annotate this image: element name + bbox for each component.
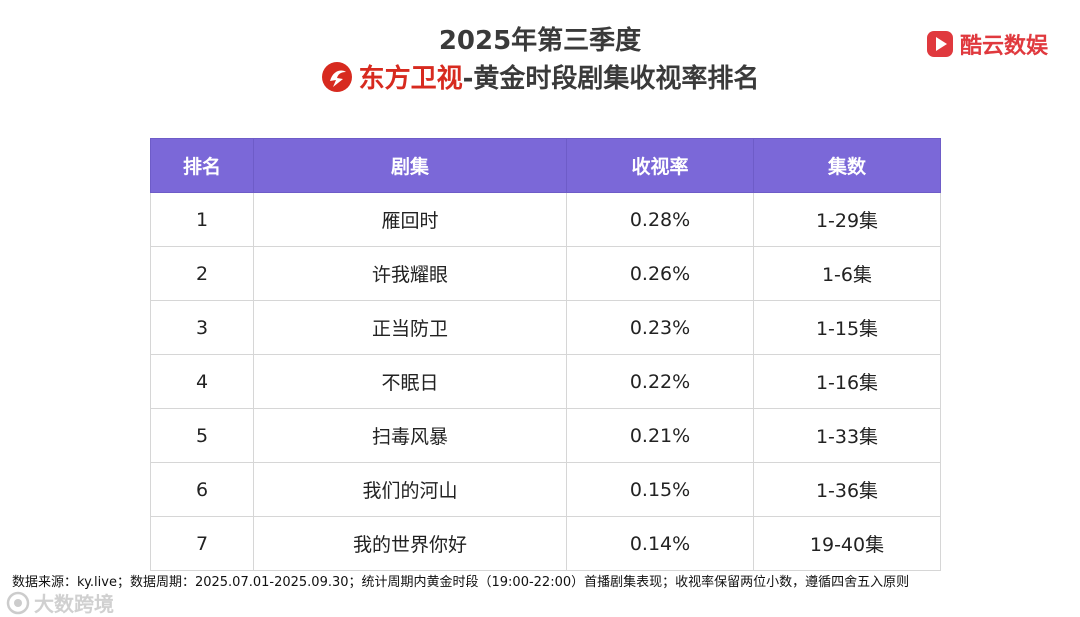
rating-cell: 0.22% — [566, 354, 754, 409]
episodes-cell: 1-36集 — [753, 462, 941, 517]
rating-cell: 0.14% — [566, 516, 754, 571]
episodes-cell: 1-33集 — [753, 408, 941, 463]
rank-cell: 2 — [150, 246, 254, 301]
drama-cell: 正当防卫 — [253, 300, 567, 355]
column-header-drama: 剧集 — [253, 138, 567, 193]
rank-cell: 7 — [150, 516, 254, 571]
page-subtitle: 东方卫视 -黄金时段剧集收视率排名 — [0, 58, 1080, 95]
table-row: 5 扫毒风暴 0.21% 1-33集 — [150, 408, 941, 463]
rank-cell: 3 — [150, 300, 254, 355]
source-note: 数据来源：ky.live；数据周期：2025.07.01-2025.09.30；… — [12, 575, 910, 590]
subtitle-text: -黄金时段剧集收视率排名 — [462, 64, 760, 94]
rating-cell: 0.28% — [566, 192, 754, 247]
column-header-rating: 收视率 — [566, 138, 754, 193]
table-row: 6 我们的河山 0.15% 1-36集 — [150, 462, 941, 517]
column-header-episodes: 集数 — [753, 138, 941, 193]
ranking-table: 排名 剧集 收视率 集数 1 雁回时 0.28% 1-29集 2 许我耀眼 0.… — [150, 138, 941, 571]
table-row: 4 不眠日 0.22% 1-16集 — [150, 354, 941, 409]
drama-cell: 雁回时 — [253, 192, 567, 247]
watermark-logo-icon — [6, 591, 30, 614]
kuyun-logo: 酷云数娱 — [926, 28, 1048, 60]
rating-cell: 0.23% — [566, 300, 754, 355]
episodes-cell: 1-15集 — [753, 300, 941, 355]
kuyun-logo-text: 酷云数娱 — [959, 34, 1048, 59]
watermark: 大数跨境 — [6, 588, 114, 617]
table-row: 3 正当防卫 0.23% 1-15集 — [150, 300, 941, 355]
drama-cell: 我的世界你好 — [253, 516, 567, 571]
dragon-tv-logo-icon — [321, 61, 352, 92]
table-row: 1 雁回时 0.28% 1-29集 — [150, 192, 941, 247]
rank-cell: 5 — [150, 408, 254, 463]
drama-cell: 扫毒风暴 — [253, 408, 567, 463]
watermark-text: 大数跨境 — [34, 592, 114, 616]
episodes-cell: 1-6集 — [753, 246, 941, 301]
rating-cell: 0.21% — [566, 408, 754, 463]
table-row: 7 我的世界你好 0.14% 19-40集 — [150, 516, 941, 571]
drama-cell: 许我耀眼 — [253, 246, 567, 301]
brand-name: 东方卫视 — [358, 64, 463, 94]
episodes-cell: 19-40集 — [753, 516, 941, 571]
page-title: 2025年第三季度 — [438, 26, 642, 56]
play-logo-icon — [926, 31, 953, 57]
rating-cell: 0.26% — [566, 246, 754, 301]
rating-cell: 0.15% — [566, 462, 754, 517]
episodes-cell: 1-29集 — [753, 192, 941, 247]
rank-cell: 4 — [150, 354, 254, 409]
drama-cell: 我们的河山 — [253, 462, 567, 517]
column-header-rank: 排名 — [150, 138, 254, 193]
rank-cell: 1 — [150, 192, 254, 247]
rank-cell: 6 — [150, 462, 254, 517]
drama-cell: 不眠日 — [253, 354, 567, 409]
table-row: 2 许我耀眼 0.26% 1-6集 — [150, 246, 941, 301]
table-header-row: 排名 剧集 收视率 集数 — [150, 138, 941, 193]
episodes-cell: 1-16集 — [753, 354, 941, 409]
